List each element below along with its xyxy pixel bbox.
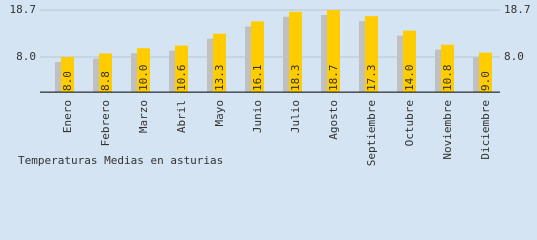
value-label: 17.3: [365, 65, 378, 92]
value-label: 18.3: [289, 65, 302, 92]
value-label: 10.0: [137, 65, 150, 92]
value-label: 18.7: [327, 65, 340, 92]
bar: [441, 44, 454, 93]
value-label: 10.6: [175, 65, 188, 92]
value-label: 14.0: [403, 65, 416, 92]
x-tick-label: Marzo: [137, 100, 150, 133]
bar: [175, 45, 188, 93]
x-tick-label: Abril: [175, 100, 188, 133]
y-tick-label-right: 8.0: [504, 50, 524, 63]
bar: [251, 21, 264, 93]
bar: [479, 52, 492, 93]
value-label: 16.1: [251, 65, 264, 92]
x-tick-label: Octubre: [403, 100, 416, 146]
x-tick-label: Agosto: [327, 100, 340, 140]
value-label: 8.0: [61, 71, 74, 91]
chart-title: Temperaturas Medias en asturias: [18, 154, 223, 167]
x-tick-label: Mayo: [213, 100, 226, 127]
bar: [403, 30, 416, 93]
value-label: 8.8: [99, 71, 112, 91]
x-tick-label: Julio: [289, 100, 302, 133]
chart: Temperaturas Medias en asturias 8.0 8.0 18…: [0, 0, 537, 174]
x-tick-label: Junio: [251, 100, 264, 133]
background: [0, 0, 537, 174]
x-tick-label: Noviembre: [441, 100, 454, 160]
bar: [61, 57, 74, 93]
bar: [99, 53, 112, 93]
bar: [137, 48, 150, 93]
y-tick-label: 8.0: [16, 50, 36, 63]
value-label: 13.3: [213, 65, 226, 92]
x-tick-label: Diciembre: [479, 100, 492, 160]
x-tick-label: Febrero: [99, 100, 112, 146]
bar: [213, 33, 226, 93]
bar: [289, 11, 302, 93]
bar: [365, 16, 378, 93]
y-tick-label-right: 18.7: [504, 3, 531, 16]
y-tick-label: 18.7: [10, 3, 37, 16]
x-tick-label: Septiembre: [365, 100, 378, 166]
value-label: 9.0: [479, 71, 492, 91]
x-tick-label: Enero: [61, 100, 74, 133]
bar: [327, 10, 340, 93]
value-label: 10.8: [441, 65, 454, 92]
